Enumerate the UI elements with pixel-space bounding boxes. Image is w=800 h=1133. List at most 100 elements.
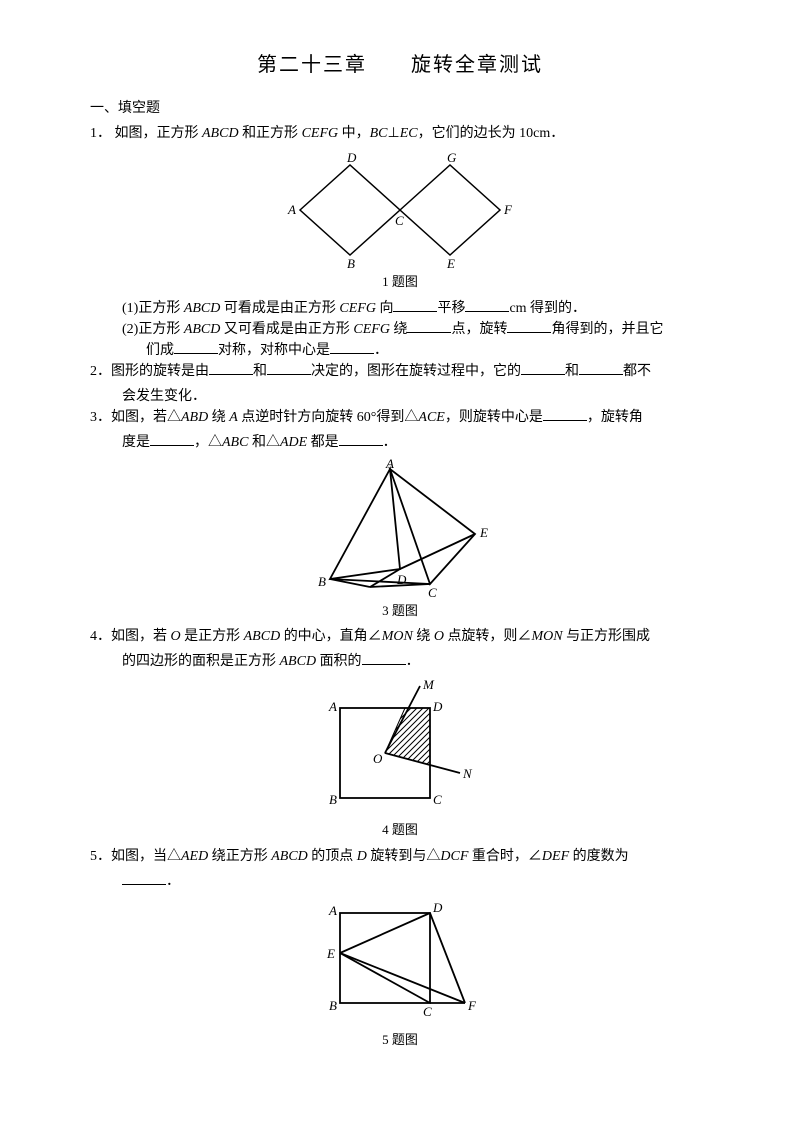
var: MON (382, 629, 413, 644)
text: 点逆时针方向旋转 60°得到△ (238, 410, 419, 425)
p1-sub2: (2)正方形 ABCD 又可看成是由正方形 CEFG 绕点，旋转角得到的，并且它 (90, 319, 710, 340)
label-E: E (326, 946, 335, 961)
var: ABCD (280, 654, 317, 669)
text: ，△ (194, 435, 222, 450)
text: 绕 (208, 410, 229, 425)
label-E: E (479, 525, 488, 540)
p1-sub1: (1)正方形 ABCD 可看成是由正方形 CEFG 向平移cm 得到的． (90, 298, 710, 319)
text: 向 (376, 301, 394, 316)
label-C: C (433, 792, 442, 807)
problem-number: 4． (90, 629, 111, 644)
label-F: F (467, 998, 477, 1013)
text: 的中心，直角∠ (280, 629, 382, 644)
figure-3: A B C D E 3 题图 (90, 459, 710, 621)
var: A (229, 410, 238, 425)
text: 是正方形 (181, 629, 244, 644)
problem-5: 5．如图，当△AED 绕正方形 ABCD 的顶点 D 旋转到与△DCF 重合时，… (90, 846, 710, 867)
label-O: O (373, 751, 383, 766)
text: 正方形 (138, 322, 184, 337)
label-N: N (462, 766, 473, 781)
problem-4: 4．如图，若 O 是正方形 ABCD 的中心，直角∠MON 绕 O 点旋转，则∠… (90, 626, 710, 647)
blank (330, 340, 374, 354)
blank (267, 361, 311, 375)
text: 和正方形 (239, 126, 302, 141)
text: 都是 (307, 435, 339, 450)
label: (2) (122, 322, 138, 337)
label: (1) (122, 301, 138, 316)
figure-4: A D B C O M N 4 题图 (90, 678, 710, 840)
var: ABCD (184, 301, 221, 316)
problem-number: 1． (90, 126, 111, 141)
text: 如图，若 (111, 629, 171, 644)
var: DEF (542, 849, 569, 864)
var: CEFG (353, 322, 390, 337)
label-B: B (318, 574, 326, 589)
var: ABD (181, 410, 208, 425)
label-E: E (446, 256, 455, 270)
blank (122, 871, 166, 885)
blank (362, 651, 406, 665)
var: ABCD (271, 849, 308, 864)
text: 又可看成是由正方形 (220, 322, 353, 337)
text: 们成 (146, 343, 174, 358)
var: ABCD (244, 629, 281, 644)
label-C: C (428, 585, 437, 599)
var: O (171, 629, 181, 644)
blank (507, 319, 551, 333)
text: 如图，当△ (111, 849, 181, 864)
text: 对称，对称中心是 (218, 343, 330, 358)
p3-cont: 度是，△ABC 和△ADE 都是． (90, 432, 710, 453)
text: ，它们的边长为 10cm． (418, 126, 565, 141)
label-D: D (432, 699, 443, 714)
problem-number: 5． (90, 849, 111, 864)
problem-2: 2．图形的旋转是由和决定的，图形在旋转过程中，它的和都不 (90, 361, 710, 382)
text: ⊥ (388, 126, 400, 141)
figure-5: A D B C E F 5 题图 (90, 898, 710, 1050)
fig3-svg: A B C D E (300, 459, 500, 599)
blank (174, 340, 218, 354)
blank (465, 298, 509, 312)
text: 都不 (623, 364, 651, 379)
var: AED (181, 849, 208, 864)
text: 角得到的，并且它 (551, 322, 663, 337)
text: 平移 (437, 301, 465, 316)
var: MON (531, 629, 562, 644)
var: ACE (418, 410, 444, 425)
var: O (434, 629, 444, 644)
text: 如图，正方形 (115, 126, 203, 141)
blank (209, 361, 253, 375)
text: ，则旋转中心是 (445, 410, 543, 425)
label-B: B (329, 792, 337, 807)
label-M: M (422, 678, 435, 692)
text: 可看成是由正方形 (220, 301, 339, 316)
var: BC (370, 126, 388, 141)
label-A: A (287, 202, 296, 217)
p4-cont: 的四边形的面积是正方形 ABCD 面积的． (90, 651, 710, 672)
text: 绕 (390, 322, 408, 337)
label-B: B (347, 256, 355, 270)
figure-5-caption: 5 题图 (90, 1030, 710, 1050)
blank (521, 361, 565, 375)
p1-sub2-cont: 们成对称，对称中心是． (90, 340, 710, 361)
blank (150, 432, 194, 446)
figure-3-caption: 3 题图 (90, 601, 710, 621)
text: 与正方形围成 (563, 629, 651, 644)
figure-1: A D C B G F E 1 题图 (90, 150, 710, 292)
label-A: A (385, 459, 394, 471)
text: 图形的旋转是由 (111, 364, 209, 379)
label-C: C (423, 1004, 432, 1019)
fig4-svg: A D B C O M N (315, 678, 485, 818)
blank (407, 319, 451, 333)
problem-3: 3．如图，若△ABD 绕 A 点逆时针方向旋转 60°得到△ACE，则旋转中心是… (90, 407, 710, 428)
section-header: 一、填空题 (90, 98, 710, 119)
text: 点，旋转 (451, 322, 507, 337)
p2-cont: 会发生变化． (90, 386, 710, 407)
text: ． (383, 435, 397, 450)
blank (339, 432, 383, 446)
var: CEFG (302, 126, 339, 141)
label-D: D (432, 900, 443, 915)
text: ，旋转角 (587, 410, 643, 425)
var: D (357, 849, 367, 864)
text: 重合时，∠ (468, 849, 542, 864)
text: 的顶点 (308, 849, 357, 864)
